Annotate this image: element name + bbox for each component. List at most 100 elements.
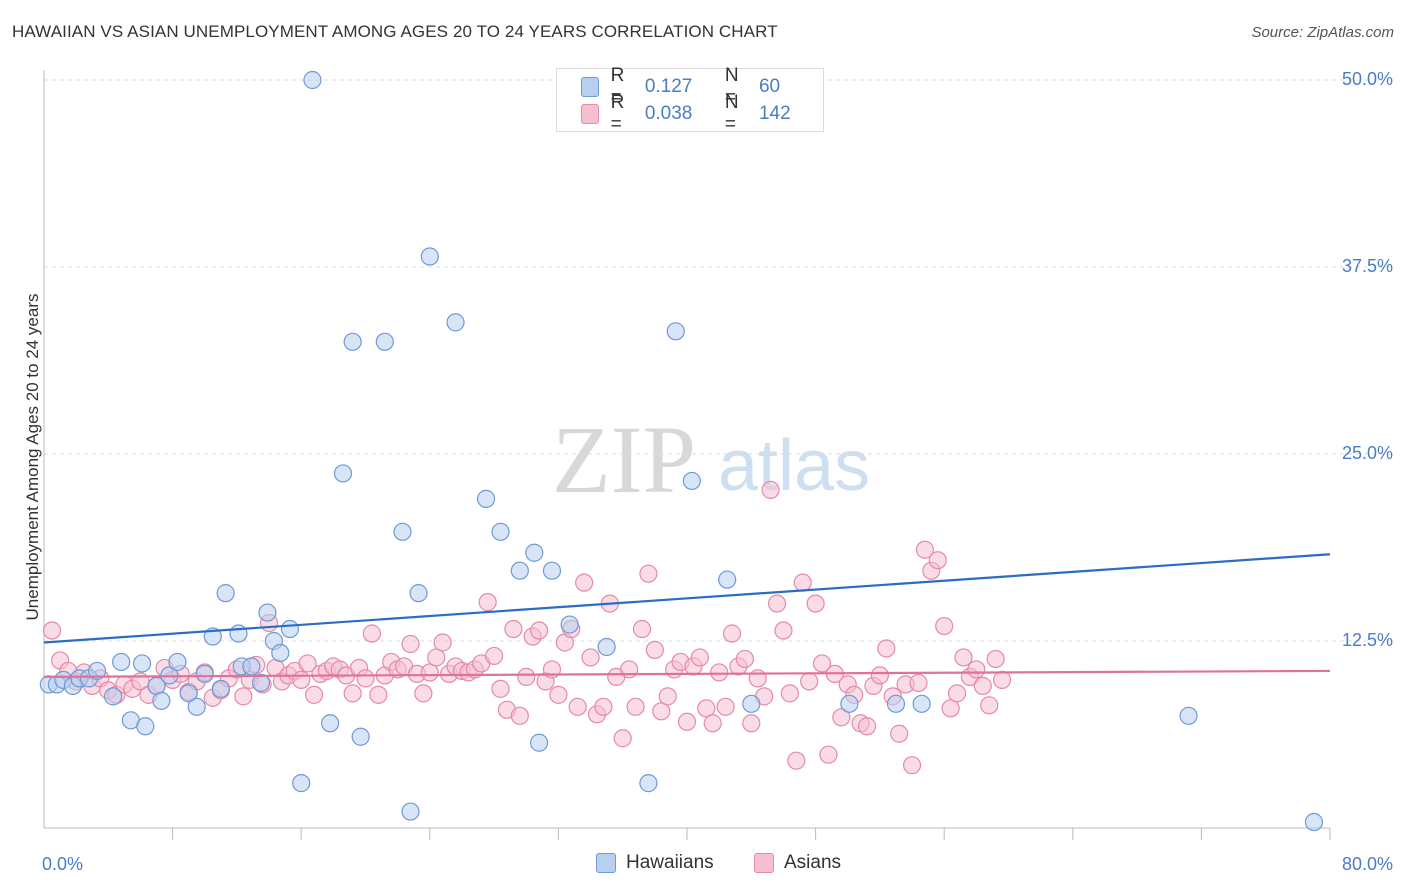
- asians-point: [42, 621, 62, 640]
- gridlines: [44, 79, 1392, 642]
- hawaiians-point: [476, 489, 496, 508]
- hawaiians-point: [321, 714, 340, 733]
- hawaiians-point: [211, 679, 230, 698]
- hawaiians-point: [597, 637, 616, 657]
- hawaiians-point: [393, 522, 412, 541]
- stats-row-hawaiians: R = 0.127 N = 60: [581, 65, 823, 108]
- hawaiians-point: [112, 652, 131, 672]
- legend-item-asians[interactable]: Asians: [754, 852, 841, 874]
- hawaiians-point: [525, 543, 544, 562]
- x-ticks: [172, 828, 1331, 840]
- n-label: N =: [724, 92, 739, 135]
- asians-trend-line: [43, 669, 1331, 679]
- hawaiians-point: [87, 661, 107, 681]
- asians-point: [870, 666, 890, 685]
- hawaiians-point: [351, 727, 370, 746]
- hawaiians-point: [179, 684, 198, 703]
- hawaiians-point: [840, 694, 859, 713]
- asians-point: [915, 540, 935, 559]
- asians-legend-swatch: [754, 853, 774, 873]
- asians-point: [401, 634, 420, 654]
- stats-row-asians: R = 0.038 N = 142: [581, 92, 823, 135]
- n-value: 142: [758, 103, 791, 124]
- stats-legend: R = 0.127 N = 60 R = 0.038 N = 142: [556, 65, 824, 135]
- asians-point: [973, 676, 992, 695]
- y-tick-label: 50.0%: [1342, 69, 1393, 89]
- asians-point: [967, 660, 986, 679]
- asians-point: [774, 621, 793, 640]
- asians-point: [292, 670, 311, 689]
- asians-point: [575, 573, 594, 592]
- asians-point: [369, 685, 388, 704]
- asians-point: [716, 697, 735, 716]
- hawaiians-point: [510, 561, 529, 580]
- asians-point: [517, 667, 536, 687]
- hawaiians-point: [446, 313, 465, 332]
- hawaiians-legend-swatch: [596, 853, 616, 873]
- hawaiians-point: [420, 247, 439, 266]
- x-tick-label-max: 80.0%: [1342, 854, 1393, 874]
- hawaiians-point: [343, 332, 362, 351]
- asians-point: [485, 646, 504, 666]
- asians-point: [645, 640, 664, 660]
- hawaiians-point: [491, 522, 510, 541]
- asians-point: [992, 670, 1012, 689]
- asians-point: [362, 624, 382, 643]
- asians-point: [510, 706, 529, 725]
- asians-point: [568, 697, 587, 716]
- legend-item-hawaiians[interactable]: Hawaiians: [596, 852, 714, 874]
- asians-point: [658, 687, 677, 706]
- hawaiians-point: [216, 584, 235, 603]
- asians-point: [478, 593, 497, 612]
- hawaiians-point: [682, 471, 701, 491]
- asians-point: [690, 648, 709, 667]
- r-value: 0.038: [644, 103, 693, 124]
- asians-point: [832, 708, 851, 727]
- y-tick-label: 25.0%: [1342, 443, 1393, 463]
- asians-point: [427, 648, 446, 667]
- hawaiians-point: [912, 694, 931, 713]
- asians-point: [433, 633, 452, 652]
- watermark-atlas: atlas: [718, 426, 870, 506]
- r-label: R =: [610, 65, 625, 108]
- trend-lines: [43, 553, 1331, 679]
- y-tick-label: 37.5%: [1342, 256, 1393, 276]
- hawaiians-point: [1304, 812, 1324, 832]
- hawaiians-point: [229, 624, 248, 643]
- asians-point: [735, 649, 754, 669]
- asians-point: [304, 685, 324, 704]
- asians-point: [877, 639, 896, 658]
- y-tick-label: 12.5%: [1342, 630, 1393, 650]
- asians-point: [356, 669, 375, 688]
- asians-point: [710, 663, 729, 682]
- asians-point: [812, 654, 832, 673]
- asians-point: [234, 687, 253, 706]
- hawaiians-points: [39, 70, 1324, 832]
- hawaiians-swatch: [581, 77, 599, 97]
- asians-point: [420, 663, 439, 682]
- hawaiians-point: [560, 615, 579, 634]
- asians-point: [941, 699, 960, 718]
- asians-point: [954, 648, 973, 667]
- hawaiians-point: [303, 70, 322, 90]
- asians-point: [909, 673, 928, 692]
- legend-label-asians: Asians: [784, 852, 842, 873]
- hawaiians-point: [409, 584, 428, 603]
- hawaiians-point: [271, 643, 290, 663]
- y-axis-label: Unemployment Among Ages 20 to 24 years: [23, 294, 42, 621]
- asians-point: [742, 714, 761, 733]
- asians-point: [767, 594, 787, 613]
- asians-point: [632, 619, 652, 639]
- asians-point: [626, 697, 645, 716]
- asians-point: [748, 669, 767, 688]
- asians-point: [806, 594, 825, 613]
- hawaiians-point: [258, 603, 277, 622]
- asians-point: [581, 648, 600, 667]
- hawaiians-point: [152, 691, 171, 710]
- asians-point: [613, 729, 632, 748]
- chart-source: Source: ZipAtlas.com: [1251, 24, 1394, 41]
- asians-point: [652, 702, 671, 721]
- asians-point: [594, 697, 613, 716]
- asians-point: [298, 654, 317, 673]
